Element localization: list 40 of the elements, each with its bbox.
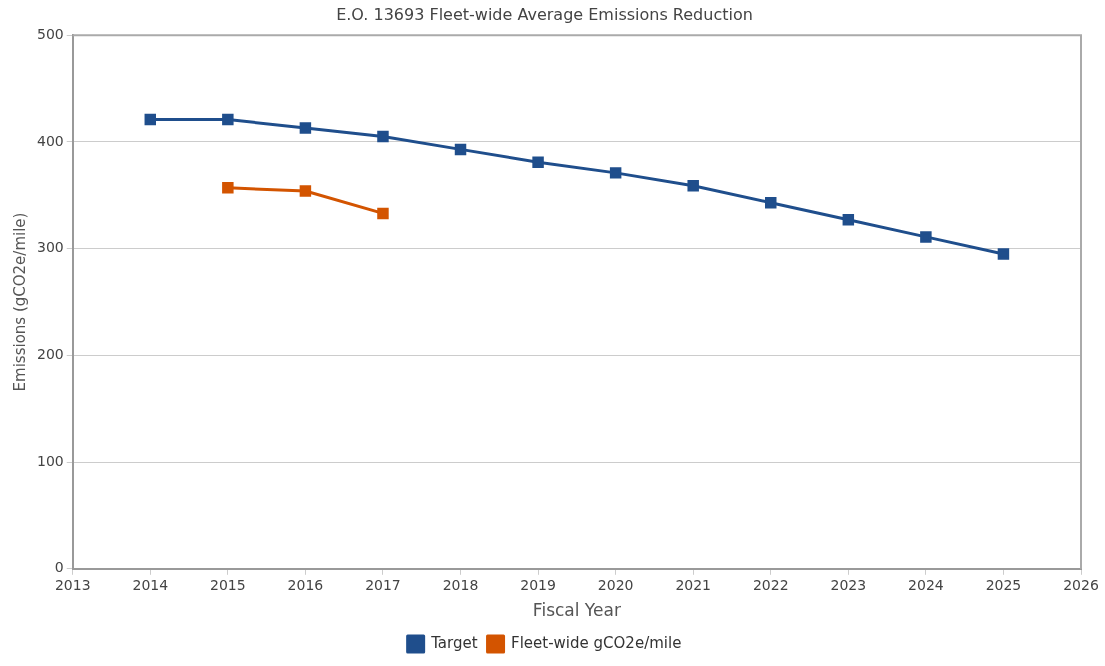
y-tick-label: 400 (36, 132, 64, 149)
point (997, 248, 1010, 260)
y-tick-label: 100 (36, 452, 64, 469)
x-tick-label: 2020 (597, 576, 634, 593)
y-tick-label: 500 (36, 25, 64, 42)
point (532, 156, 544, 168)
x-tick-label: 2022 (752, 576, 789, 593)
point (687, 179, 699, 192)
point (920, 231, 932, 243)
point (222, 182, 234, 194)
point (765, 197, 777, 209)
point (454, 143, 467, 156)
point (222, 113, 234, 126)
x-tick-label: 2024 (908, 576, 944, 593)
legend-label: Target (430, 633, 478, 652)
x-tick-label: 2014 (132, 576, 169, 593)
x-tick-label: 2015 (210, 576, 246, 593)
x-tick-label: 2017 (365, 576, 401, 593)
x-tick-label: 2013 (54, 576, 91, 593)
point (144, 113, 157, 126)
y-axis-title: Emissions (gCO2e/mile) (10, 212, 29, 392)
point (299, 185, 312, 197)
x-tick-label: 2019 (520, 576, 556, 593)
point (377, 207, 389, 220)
x-tick-label: 2025 (985, 576, 1022, 593)
point (609, 167, 622, 179)
x-tick-label: 2026 (1063, 576, 1099, 593)
y-tick-label: 300 (36, 239, 64, 256)
point (299, 122, 312, 134)
x-axis-title: Fiscal Year (532, 600, 621, 621)
x-tick-label: 2021 (675, 576, 712, 593)
point (377, 130, 389, 143)
point (842, 214, 855, 226)
y-tick-label: 200 (36, 346, 64, 362)
chart-title: E.O. 13693 Fleet-wide Average Emissions Reduction (336, 4, 753, 24)
y-tick-label: 0 (54, 559, 64, 576)
x-tick-label: 2016 (287, 576, 324, 593)
legend-label: Fleet-wide gCO2e/mile (511, 633, 682, 652)
x-tick-label: 2018 (442, 576, 479, 593)
x-tick-label: 2023 (830, 576, 867, 593)
